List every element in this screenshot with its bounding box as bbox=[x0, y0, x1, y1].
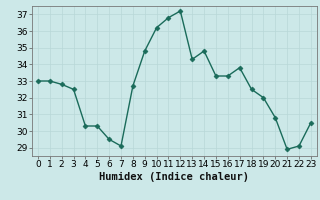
X-axis label: Humidex (Indice chaleur): Humidex (Indice chaleur) bbox=[100, 172, 249, 182]
